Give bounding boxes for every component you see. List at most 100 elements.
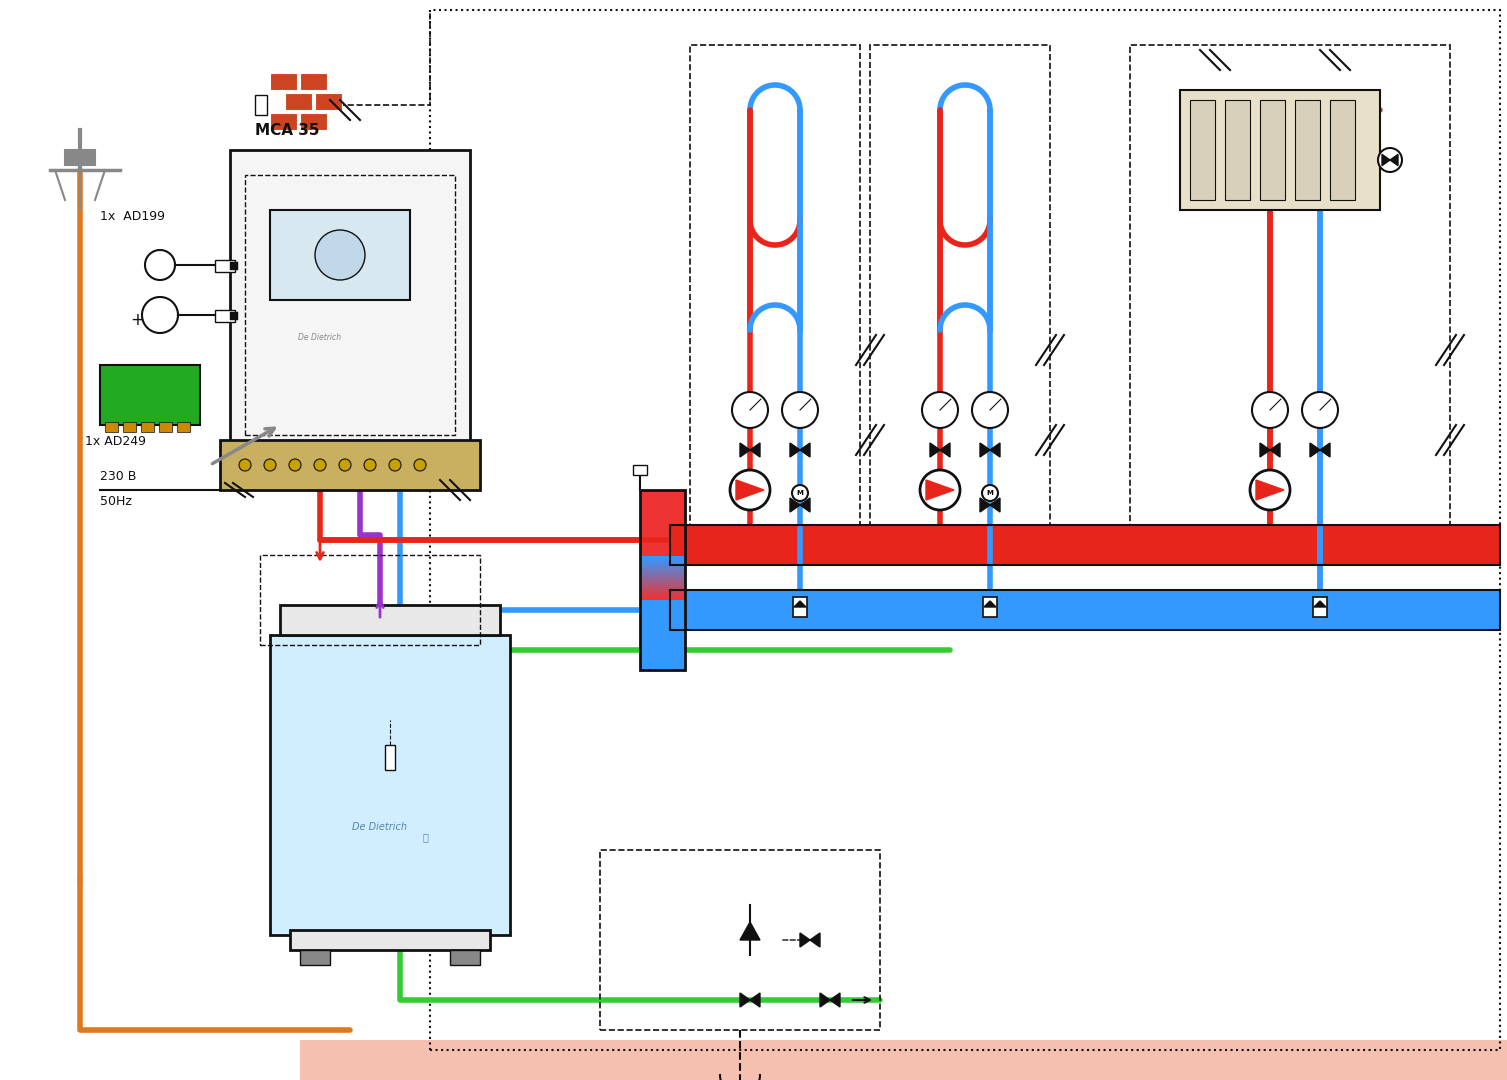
Bar	[285, 93, 312, 110]
Bar	[690, 45, 860, 525]
Circle shape	[339, 459, 351, 471]
Bar	[176, 422, 190, 432]
Polygon shape	[990, 443, 1001, 457]
Bar	[640, 586, 686, 589]
Bar	[231, 150, 470, 450]
Bar	[65, 150, 95, 165]
Polygon shape	[1260, 443, 1270, 457]
Text: MCA 35: MCA 35	[255, 123, 319, 138]
Text: 230 В: 230 В	[99, 470, 136, 483]
Bar	[246, 175, 455, 435]
Circle shape	[315, 230, 365, 280]
Bar	[1130, 45, 1450, 525]
Bar	[270, 113, 297, 130]
Bar	[640, 580, 686, 670]
Bar	[1180, 90, 1380, 210]
Bar	[640, 561, 686, 563]
Polygon shape	[1255, 480, 1284, 500]
Bar	[640, 490, 686, 670]
Polygon shape	[1389, 154, 1398, 165]
Bar	[124, 422, 136, 432]
Bar	[270, 635, 509, 935]
Bar	[1191, 100, 1215, 200]
Text: M: M	[987, 490, 993, 496]
Bar	[671, 525, 1499, 565]
Bar	[640, 571, 686, 573]
Text: +: +	[130, 311, 143, 329]
Bar	[640, 591, 686, 593]
Polygon shape	[990, 498, 1001, 512]
Polygon shape	[790, 443, 800, 457]
Bar	[105, 422, 118, 432]
Bar	[640, 580, 686, 582]
Bar	[231, 312, 238, 320]
Circle shape	[264, 459, 276, 471]
Bar	[1225, 100, 1249, 200]
Polygon shape	[830, 993, 839, 1007]
Polygon shape	[940, 443, 949, 457]
Circle shape	[1377, 148, 1402, 172]
Text: 1x  AD199: 1x AD199	[99, 210, 164, 222]
Bar	[671, 525, 1499, 565]
Bar	[671, 590, 1499, 630]
Circle shape	[793, 485, 808, 501]
Circle shape	[365, 459, 377, 471]
Bar	[220, 440, 481, 490]
Bar	[640, 563, 686, 565]
Polygon shape	[790, 498, 800, 512]
Bar	[633, 465, 647, 475]
Polygon shape	[980, 498, 990, 512]
Bar	[255, 95, 267, 114]
Text: M: M	[797, 490, 803, 496]
Bar	[640, 584, 686, 586]
Bar	[640, 556, 686, 558]
Bar	[270, 73, 297, 90]
Polygon shape	[800, 443, 809, 457]
Circle shape	[729, 470, 770, 510]
Circle shape	[1249, 470, 1290, 510]
Polygon shape	[740, 922, 760, 940]
Polygon shape	[794, 600, 806, 607]
Circle shape	[983, 485, 998, 501]
Bar	[429, 10, 1499, 1050]
Bar	[640, 593, 686, 595]
Circle shape	[1302, 392, 1338, 428]
Polygon shape	[1320, 443, 1331, 457]
Bar	[216, 310, 235, 322]
Bar	[300, 113, 327, 130]
Bar	[640, 569, 686, 571]
Circle shape	[414, 459, 426, 471]
Polygon shape	[930, 443, 940, 457]
Polygon shape	[800, 933, 809, 947]
Circle shape	[732, 392, 769, 428]
Bar	[640, 582, 686, 584]
Bar	[300, 73, 327, 90]
Bar	[640, 589, 686, 591]
Bar	[640, 578, 686, 580]
Polygon shape	[1310, 443, 1320, 457]
Bar	[640, 565, 686, 567]
Polygon shape	[740, 443, 750, 457]
Circle shape	[782, 392, 818, 428]
Bar	[270, 210, 410, 300]
Polygon shape	[980, 443, 990, 457]
Bar	[640, 595, 686, 598]
Circle shape	[1252, 392, 1288, 428]
Bar	[1260, 100, 1285, 200]
Bar	[160, 422, 172, 432]
Polygon shape	[984, 600, 996, 607]
Bar	[280, 605, 500, 635]
Text: 50Hz: 50Hz	[99, 495, 133, 508]
Bar	[315, 93, 342, 110]
Circle shape	[289, 459, 301, 471]
Bar	[99, 365, 200, 426]
Circle shape	[922, 392, 958, 428]
Bar	[300, 950, 330, 966]
Bar	[793, 597, 808, 617]
Polygon shape	[809, 933, 820, 947]
Bar	[216, 260, 235, 272]
Bar	[640, 576, 686, 578]
Bar	[300, 1040, 1507, 1080]
Circle shape	[313, 459, 326, 471]
Polygon shape	[800, 498, 809, 512]
